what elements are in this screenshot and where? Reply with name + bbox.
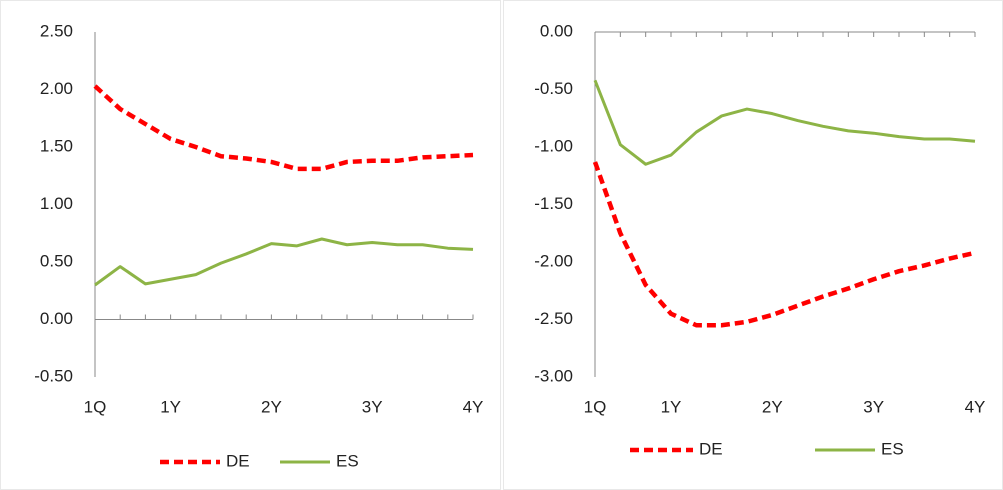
x-tick-label: 2Y [762,397,783,416]
y-tick-label: -1.00 [534,136,573,155]
x-tick-label: 1Q [84,397,107,416]
series-line [93,84,474,172]
x-tick-label: 3Y [362,397,383,416]
y-tick-label: 1.50 [40,136,73,155]
y-tick-label: -0.50 [34,366,73,385]
x-tick-label: 2Y [261,397,282,416]
legend-label: ES [881,439,904,458]
x-tick-label: 3Y [863,397,884,416]
legend-label: DE [226,451,250,470]
y-tick-label: 0.50 [40,251,73,270]
legend-label: DE [699,439,723,458]
legend-label: ES [336,451,359,470]
y-tick-label: -3.00 [534,366,573,385]
series-line [593,79,976,166]
y-tick-label: 0.00 [40,309,73,328]
series-line [592,161,976,328]
y-tick-label: 1.00 [40,194,73,213]
series-line [94,237,474,287]
y-tick-label: 2.50 [40,21,73,40]
y-tick-label: 0.00 [540,21,573,40]
panel-right [503,0,1003,490]
y-tick-label: -2.50 [534,309,573,328]
x-tick-label: 4Y [965,397,986,416]
x-tick-label: 1Y [160,397,181,416]
x-tick-label: 1Y [661,397,682,416]
y-tick-label: 2.00 [40,79,73,98]
x-tick-label: 1Q [584,397,607,416]
y-tick-label: -1.50 [534,194,573,213]
y-tick-label: -0.50 [534,79,573,98]
x-tick-label: 4Y [463,397,484,416]
y-tick-label: -2.00 [534,251,573,270]
